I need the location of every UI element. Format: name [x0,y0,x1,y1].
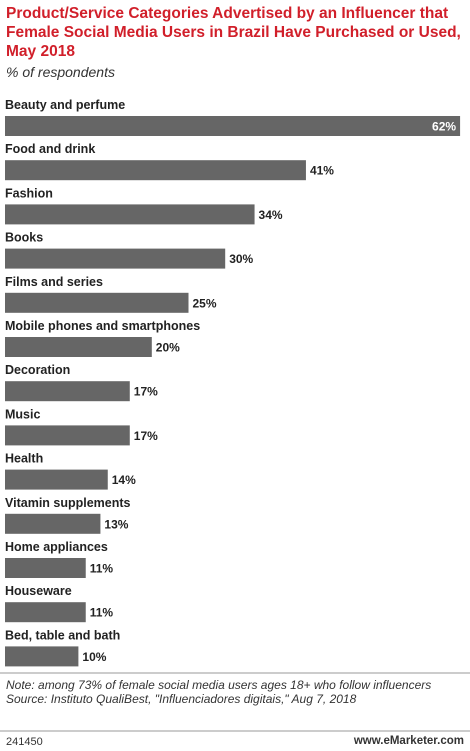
bar [5,337,152,357]
bar [5,160,306,181]
category-label: Home appliances [5,540,108,554]
category-label: Health [5,452,43,466]
value-label: 20% [156,341,180,355]
category-label: Books [5,231,43,245]
category-label: Bed, table and bath [5,628,120,642]
bar [5,646,79,667]
category-label: Food and drink [5,142,95,156]
category-label: Decoration [5,363,70,377]
value-label: 62% [432,120,456,134]
category-label: Houseware [5,584,72,598]
note: Note: among 73% of female social media u… [6,678,432,692]
notes: Note: among 73% of female social media u… [6,678,461,706]
value-label: 25% [193,296,217,310]
category-label: Beauty and perfume [5,98,125,112]
chart-title: Product/Service Categories Advertised by… [6,5,461,60]
category-label: Vitamin supplements [5,496,131,510]
value-label: 17% [134,385,158,399]
category-label: Music [5,407,40,421]
bar [5,602,86,623]
value-label: 14% [112,473,136,487]
chart-subtitle: % of respondents [6,64,115,80]
category-label: Films and series [5,275,103,289]
value-label: 30% [229,252,253,266]
bar [5,469,108,490]
value-label: 11% [90,606,114,620]
bar [5,513,101,534]
value-label: 13% [104,517,128,531]
bar [5,381,130,402]
value-label: 17% [134,429,158,443]
value-label: 34% [259,208,283,222]
bar [5,558,86,578]
bar [5,425,130,446]
brand: www.eMarketer.com [353,735,464,747]
category-label: Fashion [5,186,53,200]
category-label: Mobile phones and smartphones [5,319,200,333]
source: Source: Instituto QualiBest, "Influencia… [6,691,357,706]
chart-id: 241450 [6,736,43,748]
bar [5,292,189,313]
value-label: 41% [310,164,334,178]
bar [5,204,255,225]
bar [5,116,461,136]
value-label: 10% [82,650,106,664]
value-label: 11% [90,562,114,576]
bar [5,248,226,269]
